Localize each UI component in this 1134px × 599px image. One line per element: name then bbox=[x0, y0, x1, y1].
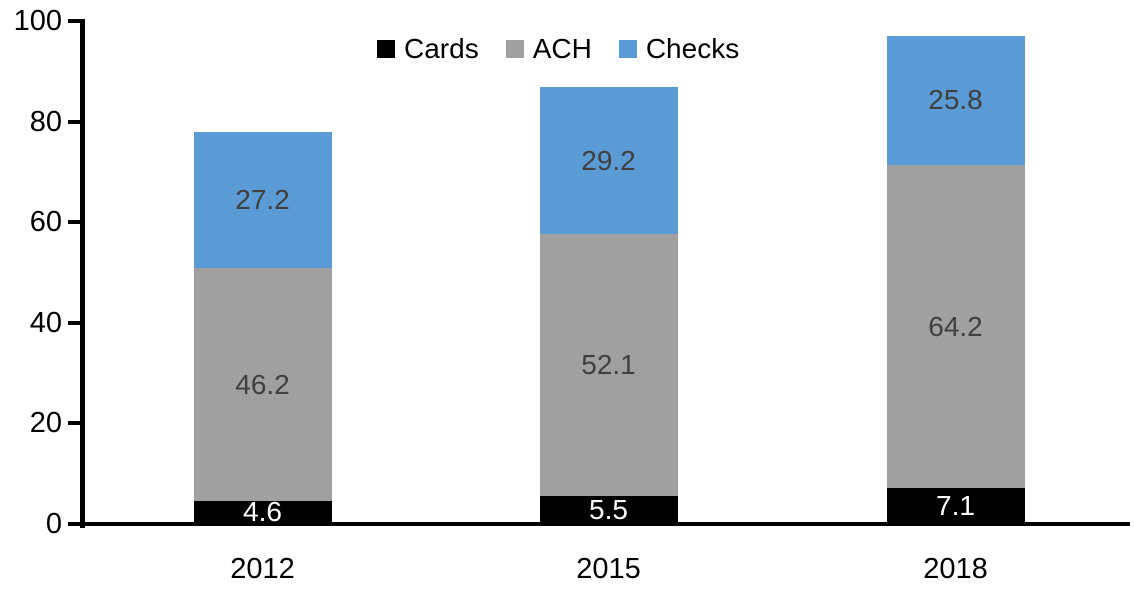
y-axis-tick-label: 0 bbox=[45, 508, 62, 540]
y-axis-tick-label: 100 bbox=[13, 5, 62, 37]
legend-swatch-checks bbox=[618, 40, 637, 58]
x-axis-line bbox=[80, 522, 1130, 526]
data-label-cards-2015: 5.5 bbox=[589, 494, 628, 526]
legend-label-checks: Checks bbox=[645, 33, 740, 64]
legend: Cards ACH Checks bbox=[377, 35, 739, 63]
legend-label-ach: ACH bbox=[532, 33, 592, 64]
legend-swatch-ach bbox=[505, 40, 524, 58]
y-axis-tick-label: 40 bbox=[29, 306, 62, 339]
x-axis-label-2018: 2018 bbox=[923, 553, 988, 585]
y-axis-tick bbox=[68, 220, 80, 225]
y-axis-tick bbox=[68, 320, 80, 325]
y-axis-tick bbox=[68, 421, 80, 426]
data-label-checks-2018: 25.8 bbox=[928, 84, 983, 116]
legend-item-ach: ACH bbox=[505, 33, 592, 64]
data-label-checks-2012: 27.2 bbox=[235, 184, 290, 216]
y-axis-tick-label: 80 bbox=[29, 105, 62, 138]
legend-item-cards: Cards bbox=[377, 35, 479, 63]
x-axis-label-2012: 2012 bbox=[230, 553, 295, 585]
segment-checks-2015: 29.2 bbox=[539, 87, 678, 235]
y-axis-tick-label: 60 bbox=[29, 206, 62, 239]
segment-ach-2015: 52.1 bbox=[539, 234, 678, 497]
data-label-checks-2015: 29.2 bbox=[581, 144, 636, 176]
segment-checks-2012: 27.2 bbox=[193, 131, 332, 269]
data-label-ach-2012: 46.2 bbox=[235, 368, 290, 400]
y-axis-tick bbox=[68, 119, 80, 124]
legend-label-cards: Cards bbox=[404, 33, 479, 64]
y-axis-line bbox=[80, 19, 85, 528]
y-axis-tick-label: 20 bbox=[29, 407, 62, 440]
segment-ach-2012: 46.2 bbox=[193, 268, 332, 501]
data-label-cards-2018: 7.1 bbox=[936, 490, 975, 522]
segment-cards-2012: 4.6 bbox=[193, 496, 332, 528]
segment-checks-2018: 25.8 bbox=[886, 35, 1025, 166]
data-label-ach-2015: 52.1 bbox=[581, 349, 636, 381]
legend-item-checks: Checks bbox=[618, 33, 740, 64]
data-label-ach-2018: 64.2 bbox=[928, 310, 983, 342]
y-axis-tick bbox=[68, 19, 80, 23]
segment-cards-2018: 7.1 bbox=[886, 488, 1025, 524]
x-axis-label-2015: 2015 bbox=[576, 553, 641, 585]
legend-swatch-cards bbox=[377, 40, 395, 58]
data-label-cards-2012: 4.6 bbox=[243, 496, 282, 528]
segment-ach-2018: 64.2 bbox=[886, 165, 1025, 489]
y-axis-tick bbox=[68, 522, 80, 526]
segment-cards-2015: 5.5 bbox=[539, 494, 678, 526]
